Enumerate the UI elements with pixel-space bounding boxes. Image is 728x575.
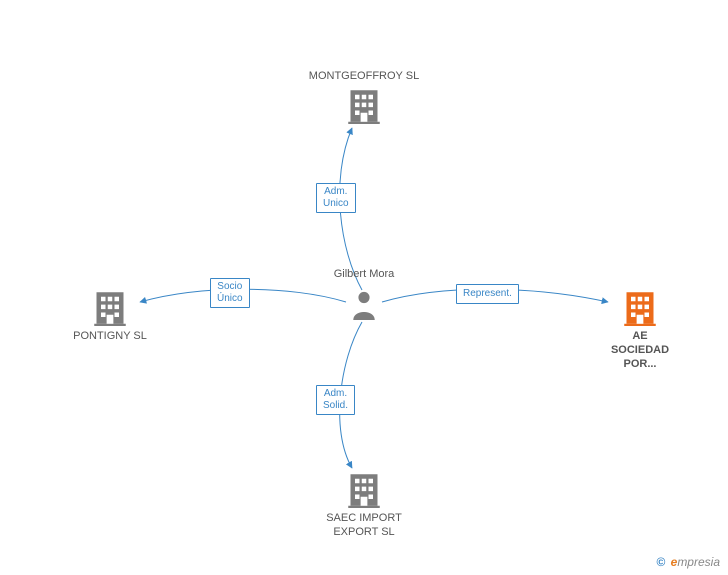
watermark: © empresia — [656, 555, 720, 569]
node-left-label: PONTIGNY SL — [50, 330, 170, 344]
node-bottom-label-line1: SAEC IMPORT — [326, 512, 402, 524]
copyright-symbol: © — [656, 555, 665, 569]
edge-label-left-line1: Socio — [217, 281, 242, 292]
node-bottom-label-line2: EXPORT SL — [333, 526, 394, 538]
node-right-label: AE SOCIEDAD POR... — [600, 330, 680, 371]
node-right-label-line3: POR... — [623, 358, 656, 370]
edge-label-bottom-line1: Adm. — [324, 388, 347, 399]
building-icon-bottom — [346, 472, 382, 508]
node-bottom-label: SAEC IMPORT EXPORT SL — [304, 512, 424, 540]
edge-label-left: Socio Único — [210, 278, 250, 308]
node-right-label-line1: AE — [632, 330, 647, 342]
center-label: Gilbert Mora — [314, 268, 414, 282]
edge-label-top-line2: Unico — [323, 198, 349, 209]
edge-label-right: Represent. — [456, 284, 519, 304]
node-right-label-line2: SOCIEDAD — [611, 344, 669, 356]
edge-label-bottom-line2: Solid. — [323, 400, 348, 411]
edge-label-right-text: Represent. — [463, 288, 512, 299]
person-icon — [351, 290, 377, 320]
building-icon-left — [92, 290, 128, 326]
edge-label-top: Adm. Unico — [316, 183, 356, 213]
building-icon-right — [622, 290, 658, 326]
brand-rest: mpresia — [677, 555, 720, 569]
building-icon-top — [346, 88, 382, 124]
brand-name: empresia — [671, 555, 720, 569]
node-top-label: MONTGEOFFROY SL — [294, 70, 434, 84]
edge-label-left-line2: Único — [217, 293, 243, 304]
edge-label-top-line1: Adm. — [324, 186, 347, 197]
edge-label-bottom: Adm. Solid. — [316, 385, 355, 415]
